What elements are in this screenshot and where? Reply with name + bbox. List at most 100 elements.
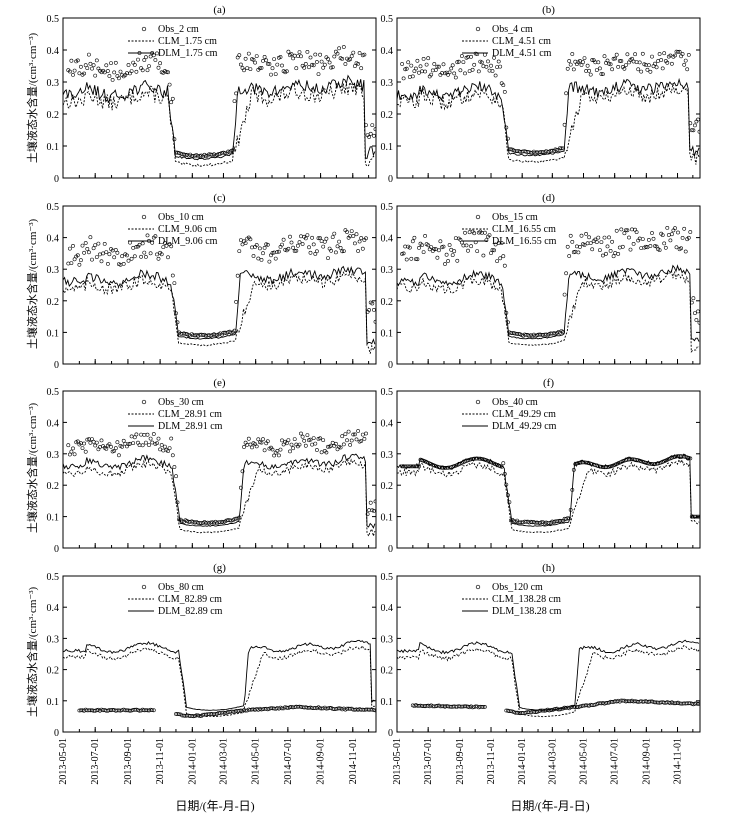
obs-point bbox=[167, 82, 172, 87]
obs-point bbox=[322, 239, 327, 244]
y-axis-label-left-row4: 土壤液态水含量/(cm³·cm⁻³) bbox=[25, 587, 39, 718]
obs-point bbox=[555, 147, 559, 152]
obs-point bbox=[109, 61, 113, 66]
obs-point bbox=[596, 60, 601, 65]
obs-point bbox=[476, 69, 481, 74]
obs-point bbox=[407, 75, 412, 79]
obs-point bbox=[66, 261, 71, 266]
obs-point bbox=[599, 240, 604, 245]
obs-point bbox=[443, 262, 447, 266]
obs-point bbox=[72, 257, 77, 262]
y-tick-label: 0.4 bbox=[381, 46, 394, 57]
obs-point bbox=[256, 256, 261, 261]
obs-point bbox=[126, 442, 131, 447]
legend-label: Obs_40 cm bbox=[492, 397, 538, 408]
obs-point bbox=[120, 254, 125, 259]
obs-point bbox=[453, 236, 458, 241]
obs-point bbox=[413, 257, 418, 262]
obs-point bbox=[321, 244, 326, 249]
obs-point bbox=[689, 300, 694, 305]
obs-point bbox=[262, 448, 267, 453]
y-tick-label: 0.5 bbox=[47, 202, 60, 213]
legend-label: CLM_4.51 cm bbox=[492, 36, 551, 47]
obs-point bbox=[564, 91, 569, 96]
obs-point bbox=[639, 69, 644, 74]
obs-point bbox=[682, 226, 687, 231]
obs-point bbox=[314, 60, 319, 64]
obs-point bbox=[696, 309, 700, 314]
obs-point bbox=[349, 54, 354, 59]
obs-point bbox=[292, 249, 297, 253]
obs-point bbox=[352, 241, 357, 246]
obs-point bbox=[229, 518, 234, 523]
obs-point bbox=[300, 242, 305, 246]
y-tick-label: 0.3 bbox=[47, 634, 60, 645]
y-tick-label: 0.3 bbox=[381, 265, 394, 276]
legend-label: Obs_4 cm bbox=[492, 24, 533, 35]
obs-point bbox=[352, 432, 357, 437]
obs-point bbox=[504, 125, 509, 130]
y-tick-label: 0.3 bbox=[381, 450, 394, 461]
obs-point bbox=[547, 521, 552, 526]
obs-point bbox=[286, 438, 291, 443]
obs-point bbox=[68, 69, 72, 74]
obs-point bbox=[487, 233, 492, 238]
obs-point bbox=[680, 52, 685, 56]
obs-point bbox=[169, 244, 174, 249]
chart-panel-g: (g) 0 0.1 0.2 0.3 0.4 0.5 2013-05-01 2013-07-01 2… bbox=[47, 562, 377, 785]
x-tick-label: 2014-03-01 bbox=[547, 738, 558, 785]
obs-point bbox=[125, 444, 129, 449]
obs-point bbox=[579, 63, 584, 67]
panel-label: (h) bbox=[542, 562, 555, 574]
obs-point bbox=[614, 52, 619, 57]
obs-point bbox=[232, 328, 237, 333]
legend-label: Obs_15 cm bbox=[492, 212, 538, 223]
obs-point bbox=[223, 151, 227, 156]
obs-point bbox=[680, 235, 685, 240]
obs-point bbox=[113, 60, 118, 65]
obs-point bbox=[349, 438, 354, 443]
obs-point bbox=[679, 54, 684, 59]
obs-point bbox=[156, 436, 161, 441]
obs-point bbox=[96, 66, 101, 71]
obs-point bbox=[499, 464, 504, 469]
obs-point bbox=[153, 234, 158, 239]
obs-point bbox=[688, 121, 693, 126]
obs-point bbox=[69, 58, 74, 63]
obs-point bbox=[340, 57, 345, 61]
obs-point bbox=[357, 51, 362, 55]
obs-point bbox=[576, 250, 581, 255]
obs-point bbox=[272, 57, 277, 62]
obs-point bbox=[142, 58, 147, 62]
obs-point bbox=[435, 64, 440, 69]
obs-point bbox=[495, 259, 500, 264]
obs-point bbox=[504, 310, 509, 315]
obs-point bbox=[628, 247, 633, 252]
obs-point bbox=[631, 59, 636, 64]
obs-point bbox=[158, 447, 163, 452]
obs-point bbox=[683, 249, 688, 254]
obs-point bbox=[625, 52, 630, 57]
obs-point bbox=[243, 241, 248, 246]
obs-point bbox=[605, 244, 610, 249]
obs-point bbox=[697, 129, 700, 134]
obs-point bbox=[608, 62, 613, 67]
obs-point bbox=[505, 320, 510, 325]
obs-point bbox=[280, 242, 284, 247]
obs-point bbox=[72, 452, 77, 457]
obs-point bbox=[93, 443, 98, 448]
obs-point bbox=[624, 228, 628, 233]
obs-point bbox=[670, 61, 674, 66]
obs-point bbox=[401, 251, 406, 256]
obs-point bbox=[237, 53, 242, 58]
obs-point bbox=[498, 64, 503, 69]
legend-marker-obs bbox=[141, 214, 147, 220]
obs-point bbox=[254, 54, 259, 59]
obs-point bbox=[371, 133, 376, 138]
obs-point bbox=[498, 256, 503, 261]
obs-point bbox=[441, 244, 446, 249]
obs-point bbox=[633, 52, 638, 57]
obs-point bbox=[584, 231, 589, 236]
y-tick-label: 0.4 bbox=[381, 603, 394, 614]
obs-point bbox=[174, 474, 178, 479]
